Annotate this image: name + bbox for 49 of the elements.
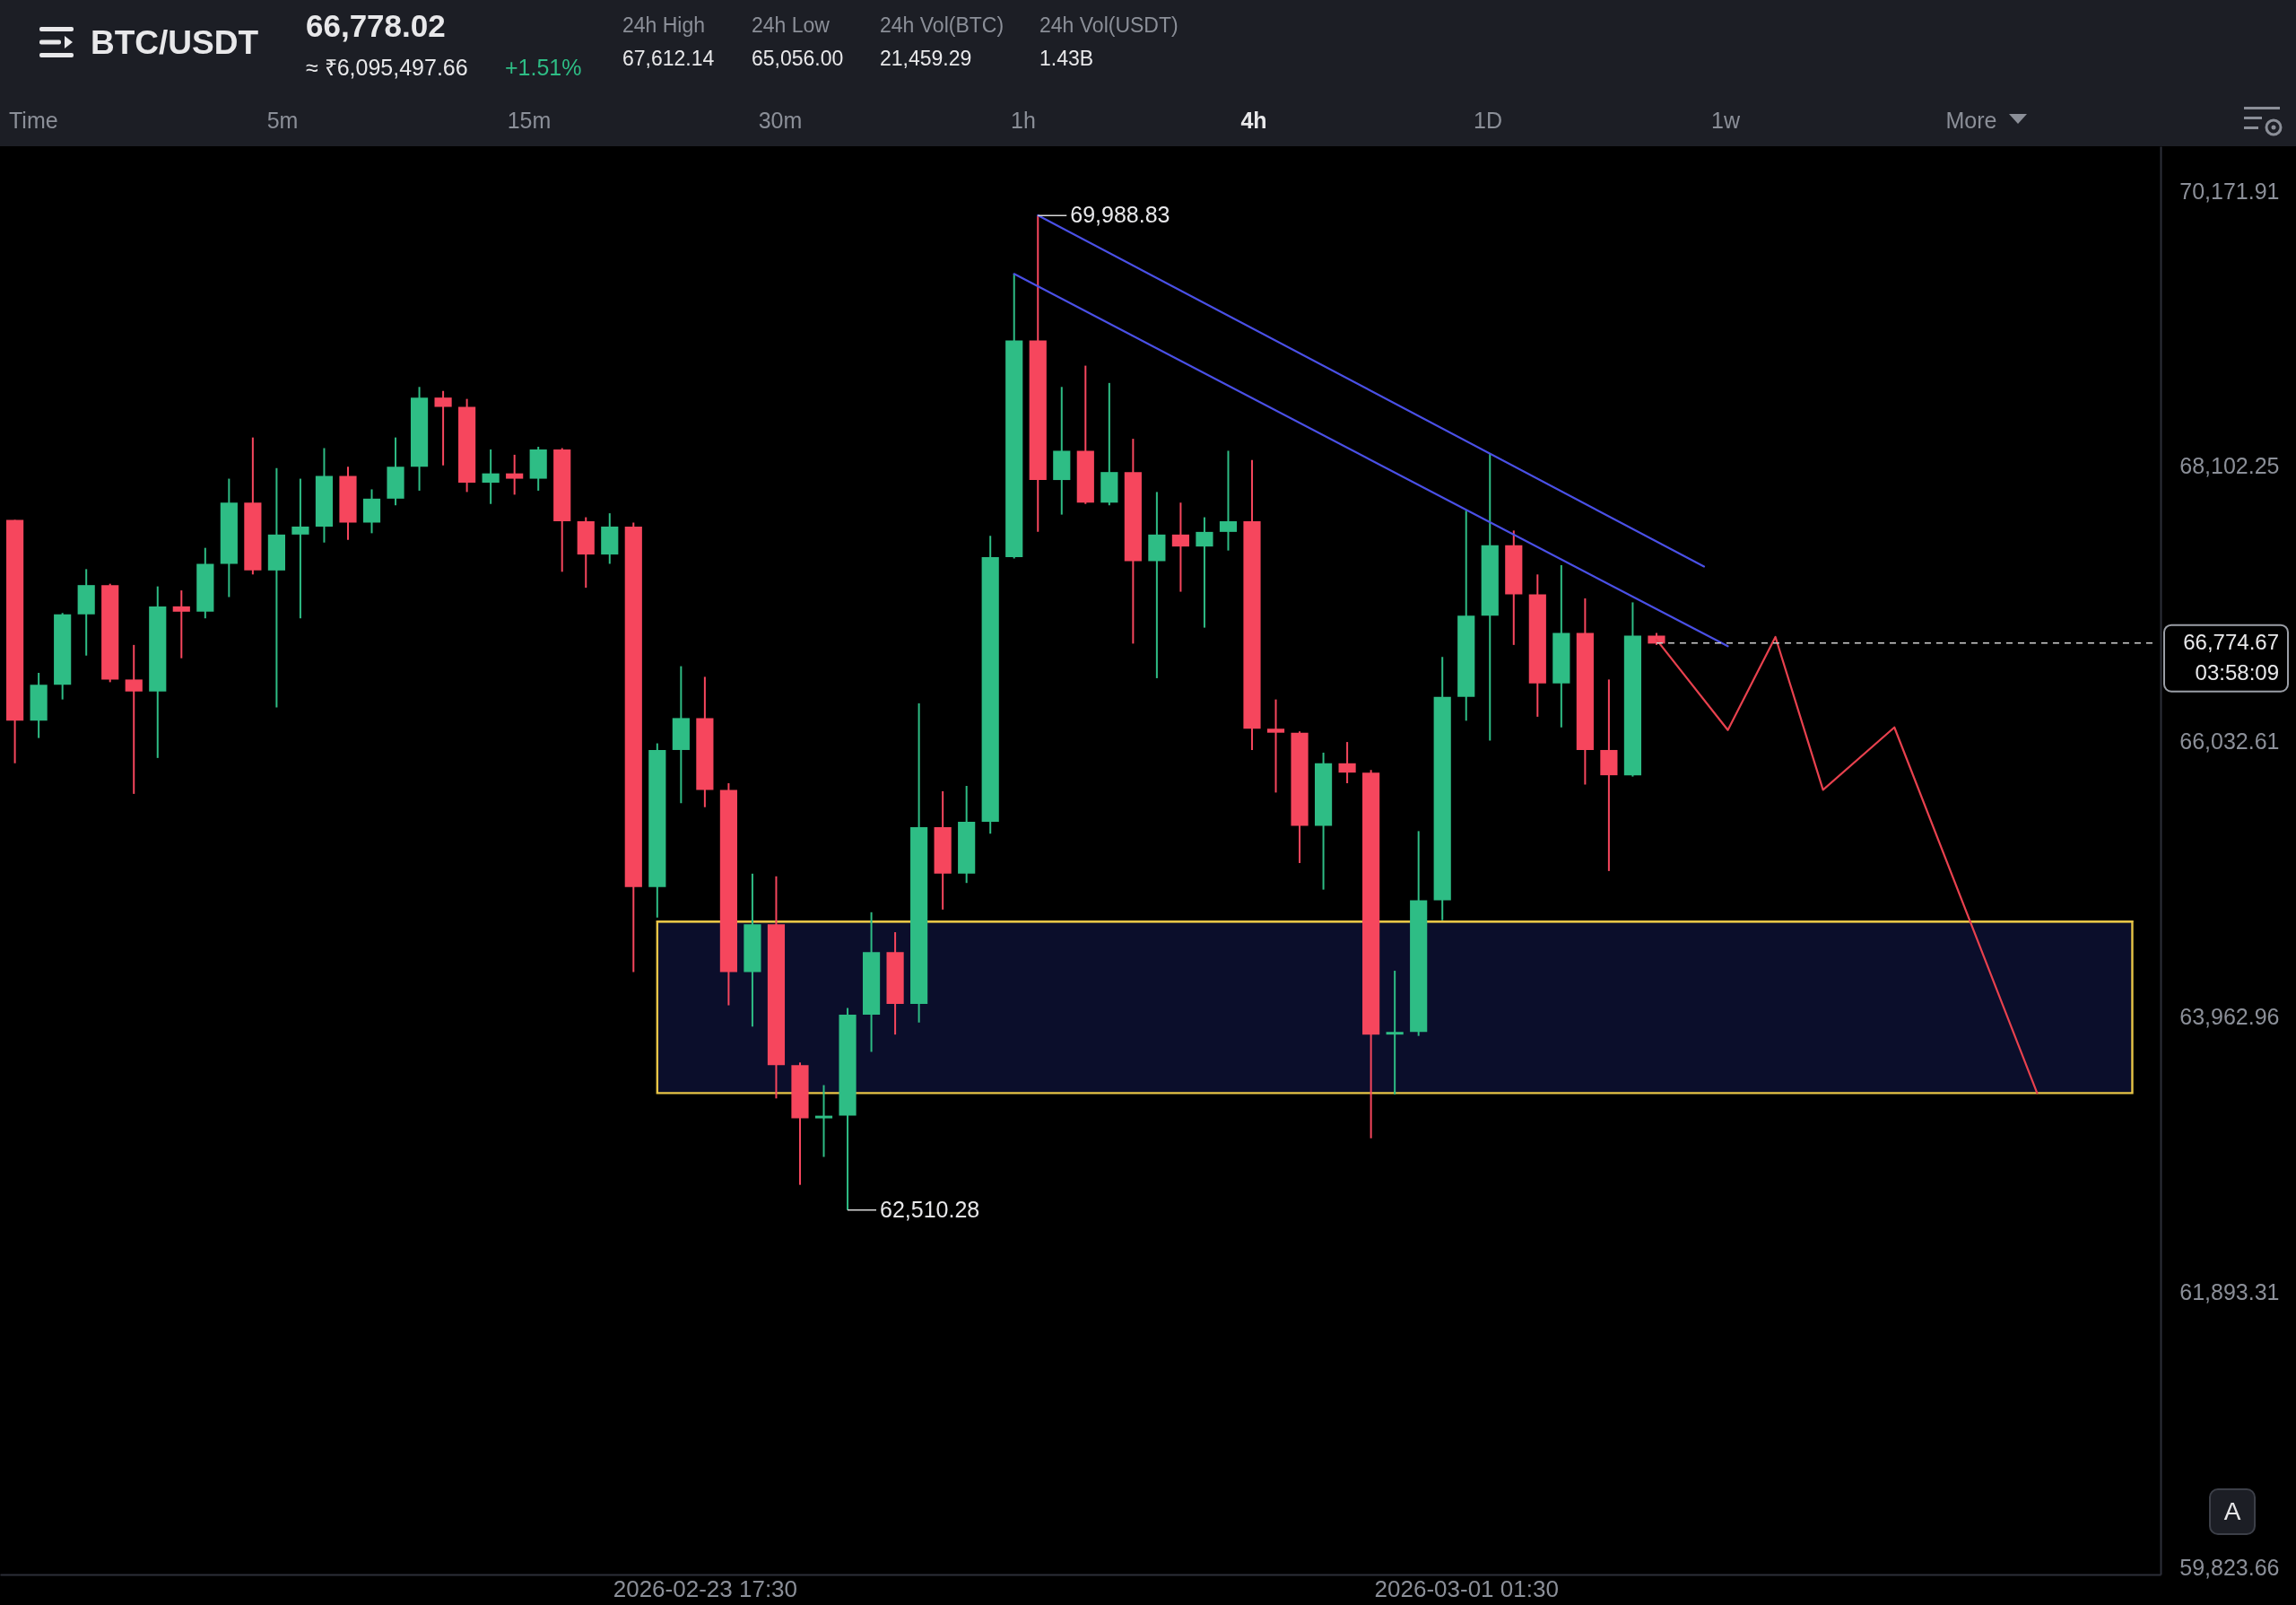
text: 65,056.00 (752, 46, 844, 70)
text: 1D (1474, 107, 1502, 133)
text: 67,612.14 (622, 46, 715, 70)
candlestick (1600, 678, 1618, 872)
y-tick-label: 61,893.31 (2179, 1278, 2280, 1304)
ref-line-label: 66,774.67 (2183, 629, 2279, 654)
candlestick (482, 448, 500, 505)
text: +1.51% (505, 54, 582, 80)
x-tick-label: 2026-02-23 17:30 (613, 1574, 798, 1602)
text: ≈ ₹6,095,497.66 (306, 54, 468, 80)
y-tick-label: 68,102.25 (2179, 453, 2280, 479)
text: 4h (1240, 107, 1267, 133)
text: More (1945, 107, 1997, 133)
text: 21,459.29 (880, 46, 972, 70)
candlestick (814, 1084, 833, 1158)
text: 1.43B (1039, 46, 1094, 70)
text: 1h (1011, 107, 1036, 133)
text: 03:58:09 (2195, 659, 2279, 685)
y-tick-label: 59,823.66 (2179, 1554, 2280, 1580)
candlestick (125, 643, 143, 795)
text: 66,778.02 (306, 7, 446, 43)
chart-title: BTC/USDT (91, 23, 259, 61)
candlestick (1219, 449, 1238, 552)
text: Time (9, 107, 58, 133)
candlestick (291, 477, 309, 620)
x-tick-label: 2026-03-01 01:30 (1374, 1574, 1559, 1602)
text: 24h Low (752, 13, 830, 37)
text: 24h Vol(USDT) (1039, 13, 1178, 37)
candlestick (1386, 970, 1404, 1095)
text: 30m (758, 107, 803, 133)
text: 1w (1711, 107, 1740, 133)
text: A (2223, 1497, 2241, 1525)
annotation: 62,510.28 (880, 1196, 980, 1222)
y-tick-label: 70,171.91 (2179, 178, 2280, 204)
candlestick (172, 589, 190, 659)
candlestick (506, 453, 524, 496)
candlestick (434, 389, 452, 467)
candlestick (1338, 741, 1356, 785)
text: 5m (266, 107, 299, 133)
candlestick (1196, 516, 1213, 629)
candlestick (1171, 502, 1189, 593)
candlestick (1266, 698, 1285, 794)
annotation: 69,988.83 (1070, 202, 1170, 228)
text: 24h High (622, 13, 706, 37)
text: 24h Vol(BTC) (880, 13, 1004, 37)
y-tick-label: 63,962.96 (2179, 1003, 2280, 1029)
text: 15m (507, 107, 552, 133)
candlestick (1148, 491, 1166, 679)
y-tick-label: 66,032.61 (2179, 728, 2280, 755)
